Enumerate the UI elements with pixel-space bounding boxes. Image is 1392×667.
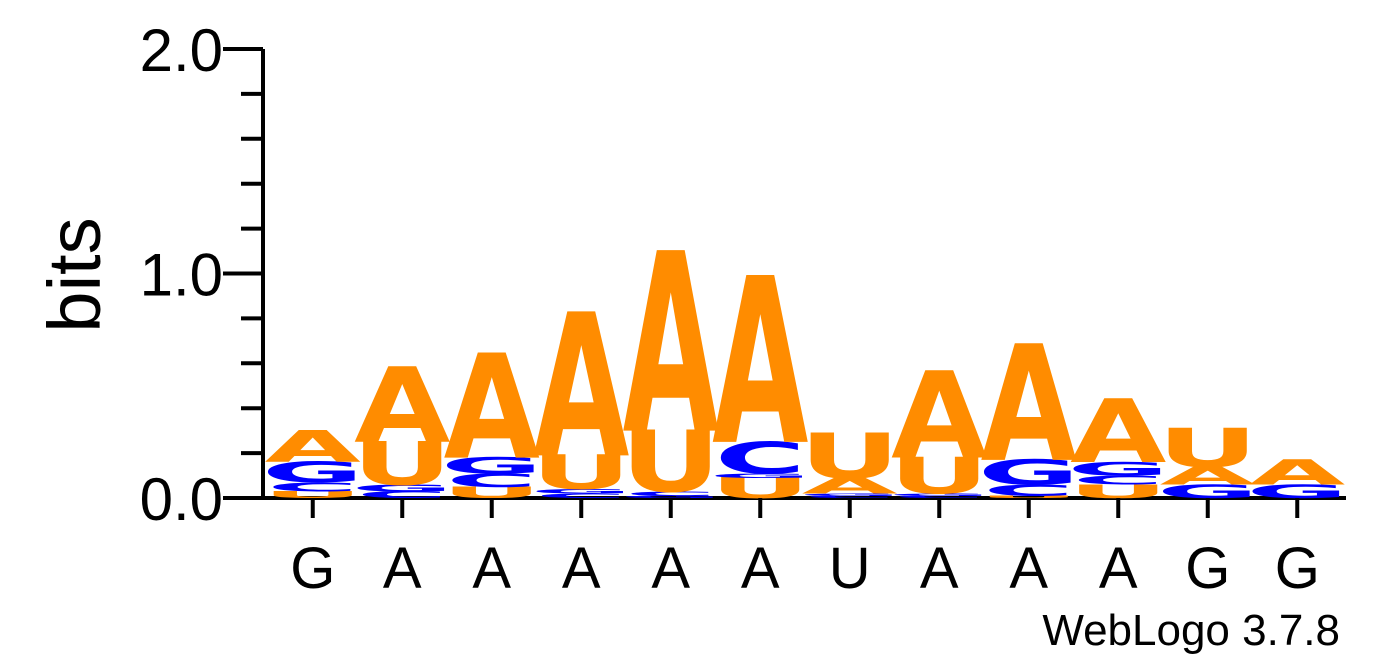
logo-letter-A: A	[802, 473, 898, 499]
logo-letter-G: G	[262, 456, 364, 489]
x-tick-label: A	[1099, 536, 1138, 601]
x-tick-label: A	[651, 536, 690, 601]
logo-letter-C: C	[357, 489, 448, 500]
logo-letter-G: G	[441, 453, 543, 479]
x-tick-label: A	[562, 536, 601, 601]
y-tick-label: 2.0	[140, 17, 223, 84]
logo-letter-U: U	[1157, 417, 1258, 479]
logo-letter-G: G	[1157, 480, 1259, 502]
logo-letter-A: A	[623, 202, 719, 490]
logo-letter-C: C	[804, 495, 895, 499]
x-tick-label: A	[920, 536, 959, 601]
x-tick-label: A	[741, 536, 780, 601]
logo-letter-A: A	[354, 346, 450, 466]
axes: 0.0 1.0 2.0	[140, 17, 1346, 533]
logo-letter-C: C	[1073, 473, 1164, 488]
logo-letter-G: G	[1246, 480, 1348, 502]
logo-letter-G: G	[799, 493, 901, 497]
weblogo-credit: WebLogo 3.7.8	[1042, 606, 1340, 655]
logo-letter-C: C	[536, 492, 627, 499]
logo-letter-U: U	[889, 447, 990, 505]
logo-letter-U: U	[352, 430, 453, 499]
logo-letter-G: G	[351, 483, 453, 494]
logo-letter-A: A	[712, 231, 808, 497]
logo-letter-C: C	[625, 490, 716, 497]
x-tick-label: A	[1009, 536, 1048, 601]
logo-letter-A: A	[1249, 452, 1346, 492]
logo-letter-A: A	[891, 347, 987, 486]
logo-letter-U: U	[531, 446, 632, 501]
logo-letter-A: A	[981, 311, 1077, 497]
x-tick-label: A	[383, 536, 422, 601]
logo-letter-C: C	[983, 481, 1074, 499]
x-tick-label: G	[290, 536, 335, 601]
x-tick-label: G	[1185, 536, 1230, 601]
logo-letter-C: C	[267, 480, 358, 495]
logo-letter-A: A	[1070, 381, 1166, 483]
logo-letter-C: C	[894, 495, 985, 499]
x-tick-label: U	[829, 536, 871, 601]
logo-letter-C: C	[715, 432, 806, 483]
x-tick-label: G	[1275, 536, 1320, 601]
logo-letter-G: G	[620, 495, 722, 499]
logo-letter-G: G	[978, 452, 1080, 492]
y-axis-label: bits	[33, 217, 116, 332]
logo-letter-A: A	[533, 272, 629, 502]
x-tick-label: A	[472, 536, 511, 601]
y-tick-label: 0.0	[140, 466, 223, 533]
y-tick-label: 1.0	[140, 242, 223, 309]
logo-letter-A: A	[444, 324, 540, 492]
logo-letter-G: G	[888, 493, 990, 497]
logo-letter-G: G	[1067, 458, 1169, 480]
logo-letter-G: G	[709, 472, 811, 479]
logo-letter-U: U	[620, 413, 721, 512]
logo-letter-A: A	[265, 421, 361, 472]
letter-stacks: UCGACGUAUCGACGUAGCUAUGCACGAUCGUAUCGAUCGA…	[262, 202, 1349, 512]
logo-letter-C: C	[446, 469, 537, 491]
logo-letter-U: U	[978, 495, 1079, 499]
logo-letter-G: G	[530, 488, 632, 495]
logo-letter-U: U	[441, 483, 542, 501]
logo-letter-U: U	[262, 489, 363, 500]
logo-letter-A: A	[1160, 462, 1256, 491]
logo-letter-U: U	[799, 420, 900, 493]
logo-letter-U: U	[1068, 480, 1169, 502]
